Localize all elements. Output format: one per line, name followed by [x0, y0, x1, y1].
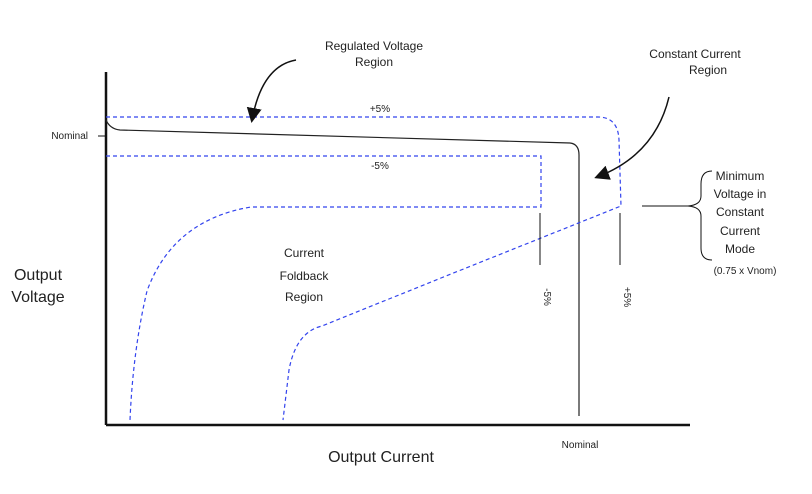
foldback-label-line1: Current	[284, 246, 325, 260]
x-axis-title: Output Current	[328, 449, 434, 466]
plus5-vertical-label: +5%	[621, 287, 632, 307]
constant-current-arrow	[594, 96, 670, 180]
nominal-voltage-label: Nominal	[51, 131, 88, 142]
foldback-label-line3: Region	[285, 290, 323, 304]
min-voltage-label-line2: Voltage in	[714, 187, 767, 201]
y-axis-title-line1: Output	[14, 267, 63, 284]
regulated-region-arrow	[246, 59, 297, 123]
min-voltage-label-line5: Mode	[725, 242, 755, 256]
min-voltage-label-line1: Minimum	[716, 169, 765, 183]
min-voltage-label-line4: Current	[720, 224, 761, 238]
min-voltage-label-line3: Constant	[716, 205, 765, 219]
nominal-current-label: Nominal	[562, 440, 599, 451]
min-voltage-brace	[687, 170, 713, 261]
constant-current-label-line1: Constant Current	[649, 47, 741, 61]
foldback-label-line2: Foldback	[280, 269, 330, 283]
constant-current-label-line2: Region	[689, 63, 727, 77]
regulated-region-label-line2: Region	[355, 55, 393, 69]
minus5-top-label: -5%	[371, 161, 389, 172]
minus5-vertical-label: -5%	[541, 288, 552, 306]
minus5-limit-curve	[106, 155, 542, 421]
min-voltage-note: (0.75 x Vnom)	[714, 266, 777, 277]
y-axis-title-line2: Voltage	[11, 289, 64, 306]
plus5-top-label: +5%	[370, 104, 390, 115]
regulated-voltage-curve	[105, 119, 580, 416]
plus5-limit-curve	[106, 116, 622, 421]
regulated-region-label-line1: Regulated Voltage	[325, 39, 423, 53]
